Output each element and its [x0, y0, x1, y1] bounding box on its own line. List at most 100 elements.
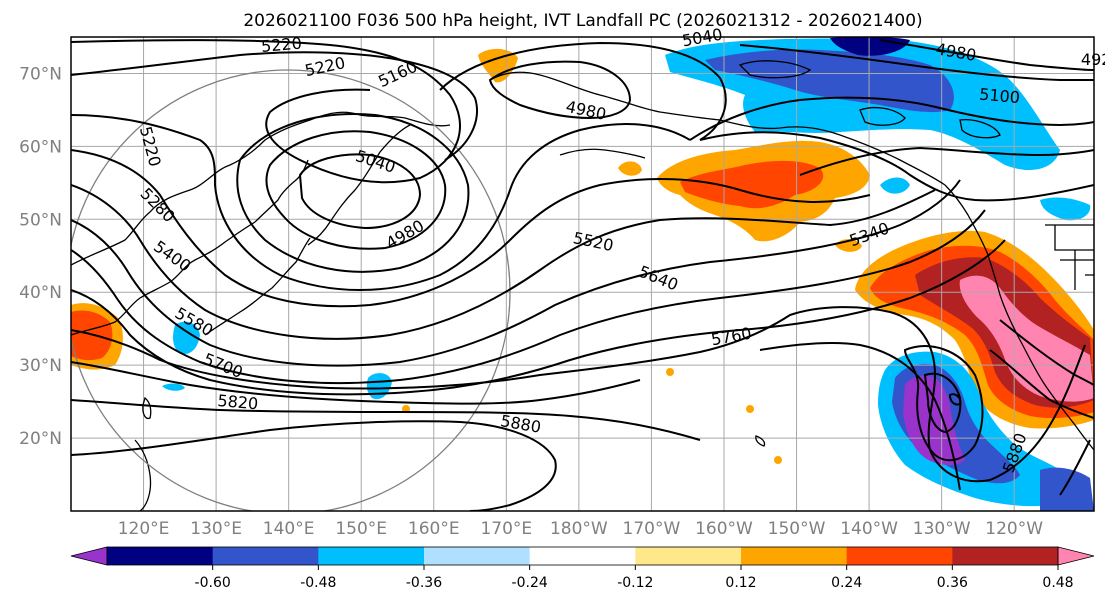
colorbar-tick-label: -0.36	[406, 575, 442, 591]
colorbar-swatch	[952, 547, 1059, 565]
state-lines-2	[1060, 250, 1094, 290]
contour-label-text: 5100	[979, 85, 1021, 107]
latitude-label: 40°N	[19, 283, 62, 303]
colorbar-tick-label: 0.12	[725, 575, 756, 591]
colorbar-swatch	[212, 547, 319, 565]
contour-5880	[71, 420, 557, 511]
contour-5040-arctic	[439, 41, 727, 141]
contour-5160	[71, 51, 478, 161]
colorbar-tick-label: 0.24	[831, 575, 862, 591]
longitude-label: 140°W	[840, 519, 898, 539]
colorbar: -0.60 -0.48 -0.36 -0.24 -0.12 0.12 0.24 0.36 0.4…	[70, 546, 1095, 591]
latitude-label: 20°N	[19, 429, 62, 449]
contour-cutoff-low	[903, 345, 984, 462]
colorbar-swatch	[741, 547, 848, 565]
latitude-label: 60°N	[19, 137, 62, 157]
japan-coast	[204, 237, 311, 336]
latitude-labels: 70°N 60°N 50°N 40°N 30°N 20°N	[19, 64, 62, 449]
asia-coast-china	[71, 221, 256, 336]
contour-5160-east	[699, 131, 1094, 202]
longitude-label: 180°W	[550, 519, 608, 539]
colorbar-swatch	[107, 547, 214, 565]
colorbar-extend-high	[1057, 546, 1095, 566]
longitude-label: 170°E	[480, 519, 532, 539]
ivt-patch-gulf-red	[680, 160, 824, 209]
taiwan-coast	[142, 396, 152, 420]
ivt-neg-bc-blue	[1040, 197, 1091, 221]
plot-frame	[70, 36, 1095, 512]
longitude-label: 160°W	[695, 519, 753, 539]
contour-4980-arctic	[488, 60, 632, 120]
ivt-neg-south-blue	[1040, 467, 1094, 511]
ivt-patch-small-orange	[618, 161, 642, 176]
contour-label: 5820	[217, 391, 259, 413]
longitude-label: 160°E	[408, 519, 460, 539]
longitude-label: 130°E	[190, 519, 242, 539]
arctic-island-2	[959, 119, 1001, 139]
contour-5040-low	[265, 130, 447, 250]
longitude-label: 120°W	[985, 519, 1043, 539]
contour-5760	[71, 306, 1086, 483]
contour-5220-b	[71, 114, 691, 291]
longitude-label: 170°W	[623, 519, 681, 539]
colorbar-tick-label: -0.48	[300, 575, 336, 591]
colorbar-swatch	[529, 547, 636, 565]
ivt-neg-arctic-blue	[705, 49, 954, 113]
hawaii-coast	[755, 435, 766, 447]
colorbar-extend-low	[70, 546, 108, 566]
longitude-labels: 120°E 130°E 140°E 150°E 160°E 170°E 180°W 170°W…	[118, 519, 1044, 539]
contour-5100-east	[689, 96, 1094, 141]
colorbar-tick-label: -0.12	[617, 575, 653, 591]
contour-label: 4920	[1081, 50, 1105, 69]
contour-label-text: 5220	[260, 34, 302, 56]
contour-4920-east	[879, 39, 1094, 71]
ivt-dot-2	[666, 368, 674, 376]
ivt-neg-gulf-blue	[880, 177, 910, 194]
contour-cutoff-low-center	[948, 393, 962, 406]
contour-5100-low	[236, 113, 470, 273]
colorbar-swatch	[635, 547, 742, 565]
longitude-label: 140°E	[263, 519, 315, 539]
longitude-label: 150°E	[335, 519, 387, 539]
latitude-label: 70°N	[19, 64, 62, 84]
contour-5280	[71, 149, 871, 308]
contour-east-1	[989, 349, 1094, 419]
contour-5820-east	[759, 341, 961, 491]
contour-label: 5220	[260, 34, 302, 56]
colorbar-swatch	[424, 547, 531, 565]
arctic-island-3	[738, 60, 812, 79]
ivt-neg-japan-blue	[173, 321, 200, 355]
colorbar-swatches	[70, 546, 1095, 566]
ivt-dot-1	[402, 405, 410, 413]
ivt-pos-westcoast-pink	[959, 275, 1094, 402]
colorbar-tick-label: -0.60	[195, 575, 231, 591]
contour-5700	[71, 361, 641, 405]
longitude-label: 150°W	[768, 519, 826, 539]
contour-5820	[71, 399, 701, 441]
colorbar-tick-label: 0.48	[1042, 575, 1073, 591]
colorbar-swatch	[318, 547, 425, 565]
contour-label-text: 5820	[217, 391, 259, 413]
kamchatka-coast	[307, 124, 411, 246]
colorbar-tick-label: -0.24	[512, 575, 548, 591]
arctic-island-1	[859, 107, 906, 126]
contour-4980-low	[298, 153, 422, 230]
contour-cutoff-low-inner	[923, 372, 962, 434]
colorbar-swatch	[846, 547, 953, 565]
latitude-label: 50°N	[19, 210, 62, 230]
latitude-label: 30°N	[19, 356, 62, 376]
colorbar-frame	[106, 546, 1059, 566]
region-circle	[71, 69, 511, 511]
contour-4980-east	[739, 44, 1094, 82]
contour-5400	[71, 179, 961, 367]
ivt-dot-4	[774, 456, 782, 464]
colorbar-ticks: -0.60 -0.48 -0.36 -0.24 -0.12 0.12 0.24 0.36 0.4…	[195, 565, 1074, 591]
aleutians-coast	[559, 148, 646, 159]
contour-label-text: 4920	[1081, 50, 1105, 69]
contour-5520	[71, 209, 986, 385]
height-contours	[71, 39, 1094, 511]
longitude-label: 120°E	[118, 519, 170, 539]
contour-5340	[71, 184, 936, 340]
